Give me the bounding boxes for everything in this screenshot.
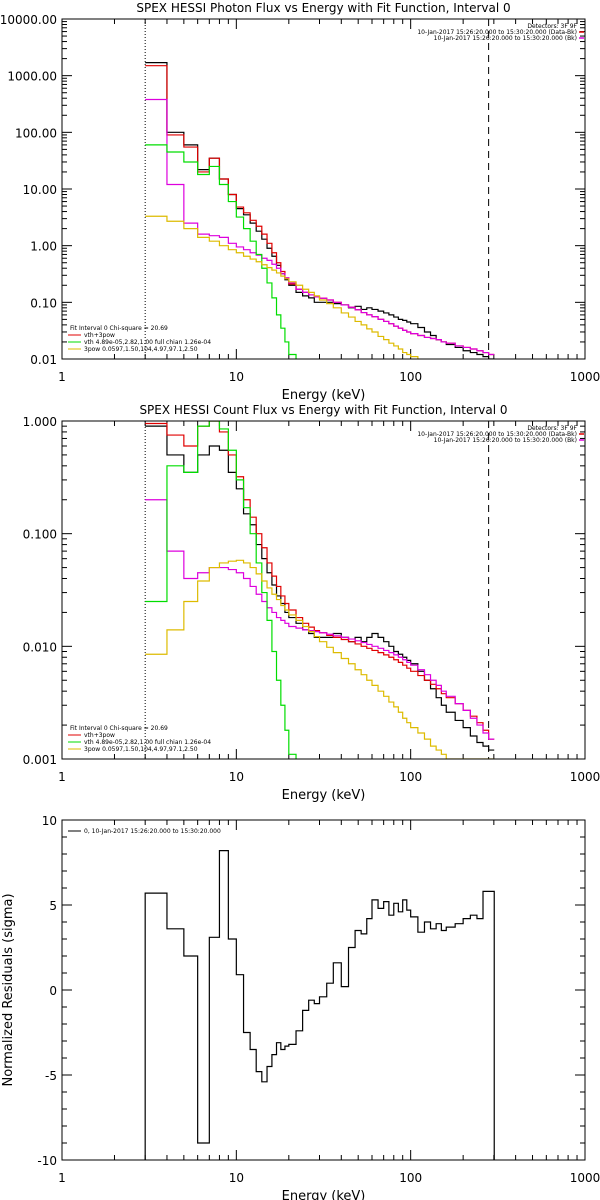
info-text: 10-Jan-2017 15:26:20.000 to 15:30:20.000…: [417, 29, 577, 36]
series-line-5: [145, 215, 419, 359]
series-line-5: [145, 559, 495, 759]
y-tick-label: 1.000: [23, 415, 57, 429]
x-axis-label: Energy (keV): [282, 788, 366, 803]
x-tick-label: 100: [399, 770, 422, 784]
y-tick-label: 5: [49, 899, 57, 913]
y-tick-label: 10.00: [23, 183, 57, 197]
y-tick-label: -10: [37, 1154, 57, 1168]
chart-panel-3: 1 10 100 1000 10 5 0 -5 -10 Energy (keV) Normalize…: [1, 814, 600, 1200]
chart-title: SPEX HESSI Photon Flux vs Energy with Fi…: [136, 1, 510, 15]
chart-title: SPEX HESSI Count Flux vs Energy with Fit…: [139, 403, 507, 417]
series-line-1: [145, 62, 495, 359]
plot-frame: [61, 18, 586, 360]
y-tick-label: 0.10: [30, 296, 57, 310]
x-tick-label: 10: [229, 370, 244, 384]
y-tick-label: 1.00: [30, 240, 57, 254]
legend-entry: vth+3pow: [84, 332, 115, 339]
series-line-4: [145, 144, 297, 359]
y-tick-label: 100.00: [15, 126, 57, 140]
chart-panel-2: SPEX HESSI Count Flux vs Energy with Fit…: [23, 403, 600, 803]
y-axis-label: Normalized Residuals (sigma): [1, 893, 16, 1086]
y-tick-label: 0.100: [23, 528, 57, 542]
x-tick-label: 1000: [570, 1171, 600, 1185]
legend-entry: vth 4.89e-05,2.82,1.00 full chian 1.26e-…: [84, 739, 211, 746]
y-tick-label: 1000.00: [7, 70, 57, 84]
legend-entry: vth+3pow: [84, 732, 115, 739]
x-tick-label: 10: [229, 1171, 244, 1185]
info-text: Detectors: 3F 9F: [527, 425, 577, 432]
x-axis-label: Energy (keV): [282, 388, 366, 403]
series-line-1: [144, 850, 495, 1160]
y-tick-label: 10000.00: [0, 13, 57, 27]
y-tick-label: 10: [42, 814, 57, 828]
legend-entry: Fit Interval 0 Chi-square = 20.69: [70, 725, 168, 732]
info-text: Detectors: 3F 9F: [527, 23, 577, 30]
x-tick-label: 1000: [570, 370, 600, 384]
legend-entry: 3pow 0.0597,1.50,104,4.97,97.1,2.50: [84, 346, 198, 353]
x-tick-label: 100: [399, 1171, 422, 1185]
legend-entry: vth 4.89e-05,2.82,1.00 full chian 1.26e-…: [84, 339, 211, 346]
series-line-3: [145, 499, 495, 740]
chart-panel-1: SPEX HESSI Photon Flux vs Energy with Fi…: [0, 1, 600, 403]
x-tick-label: 10: [229, 770, 244, 784]
series-line-3: [145, 98, 495, 356]
y-tick-label: 0.001: [23, 753, 57, 767]
legend-entry: 0, 10-Jan-2017 15:26:20.000 to 15:30:20.…: [84, 828, 221, 835]
x-axis-label: Energy (keV): [282, 1189, 366, 1200]
legend-entry: 3pow 0.0597,1.50,104,4.97,97.1,2.50: [84, 746, 198, 753]
y-tick-label: 0: [49, 984, 57, 998]
series-line-2: [145, 65, 495, 356]
series-line-4: [145, 421, 297, 759]
x-tick-label: 1: [58, 370, 66, 384]
y-tick-label: 0.01: [30, 353, 57, 367]
info-text: 10-Jan-2017 15:26:20.000 to 15:30:20.000…: [434, 35, 577, 42]
x-tick-label: 1000: [570, 770, 600, 784]
info-text: 10-Jan-2017 15:26:20.000 to 15:30:20.000…: [417, 431, 577, 438]
x-tick-label: 1: [58, 770, 66, 784]
legend-entry: Fit Interval 0 Chi-square = 20.69: [70, 325, 168, 332]
x-tick-label: 1: [58, 1171, 66, 1185]
plot-frame: [61, 420, 586, 760]
series-line-2: [145, 421, 495, 740]
x-tick-label: 100: [399, 370, 422, 384]
y-tick-label: -5: [45, 1069, 57, 1083]
y-tick-label: 0.010: [23, 640, 57, 654]
plot-frame: [61, 819, 586, 1161]
info-text: 10-Jan-2017 15:26:20.000 to 15:30:20.000…: [434, 437, 577, 444]
